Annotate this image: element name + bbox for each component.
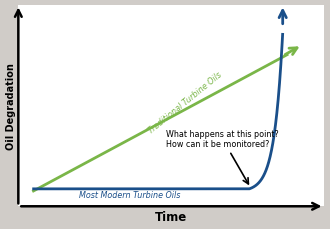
Y-axis label: Oil Degradation: Oil Degradation xyxy=(6,63,16,149)
Text: Most Modern Turbine Oils: Most Modern Turbine Oils xyxy=(79,190,180,199)
X-axis label: Time: Time xyxy=(155,210,187,224)
Text: What happens at this point?
How can it be monitored?: What happens at this point? How can it b… xyxy=(166,129,279,184)
Text: Traditional Turbine Oils: Traditional Turbine Oils xyxy=(147,70,224,135)
